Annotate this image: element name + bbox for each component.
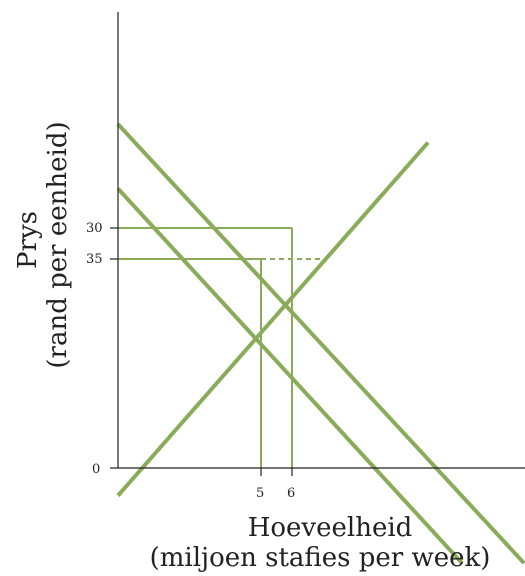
- demand-shifted-curve: [116, 122, 525, 565]
- curves: [116, 122, 525, 565]
- y-tick-label-0: 0: [92, 462, 100, 477]
- x-tick-label-5: 5: [256, 486, 264, 501]
- x-axis-subtitle: (miljoen stafies per week): [150, 543, 491, 573]
- y-tick-label-30: 30: [86, 221, 103, 236]
- guide-lines: [118, 227, 322, 468]
- y-tick-label-35: 35: [86, 252, 103, 267]
- x-tick-label-6: 6: [287, 486, 295, 501]
- y-axis-title: Prys: [13, 211, 43, 269]
- x-axis-title: Hoeveelheid: [248, 513, 413, 543]
- y-axis-subtitle: (rand per eenheid): [43, 121, 73, 368]
- supply-curve: [116, 141, 430, 497]
- ticks: [110, 227, 293, 476]
- demand-original-curve: [116, 187, 464, 565]
